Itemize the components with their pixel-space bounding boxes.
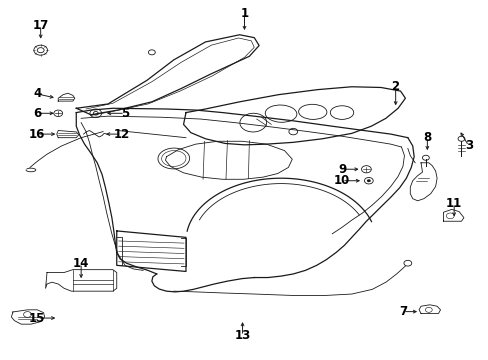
Text: 1: 1 [240, 7, 248, 20]
Text: 5: 5 [121, 107, 129, 120]
Text: 14: 14 [73, 257, 89, 270]
Text: 9: 9 [337, 163, 346, 176]
Text: 13: 13 [234, 329, 250, 342]
Text: 3: 3 [464, 139, 472, 152]
Text: 11: 11 [445, 197, 461, 210]
Text: 6: 6 [33, 107, 41, 120]
Circle shape [366, 179, 370, 182]
Text: 7: 7 [398, 305, 406, 318]
Text: 2: 2 [391, 80, 399, 93]
Text: 4: 4 [33, 87, 41, 100]
Text: 15: 15 [29, 311, 45, 325]
Text: 17: 17 [33, 19, 49, 32]
Text: 8: 8 [422, 131, 430, 144]
Text: 16: 16 [29, 127, 45, 141]
Text: 10: 10 [333, 174, 349, 187]
Text: 12: 12 [113, 127, 129, 141]
